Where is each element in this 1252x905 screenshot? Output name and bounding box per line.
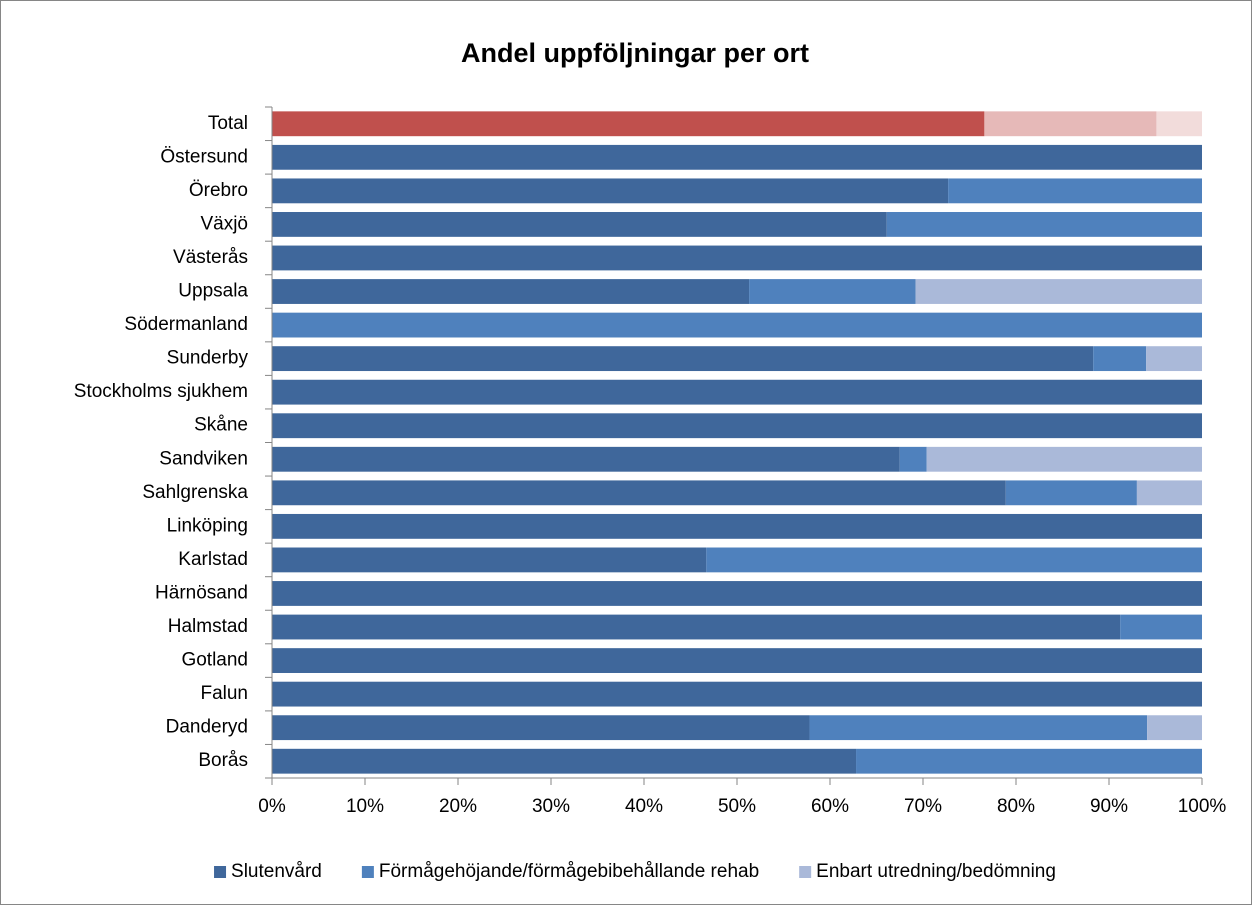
x-tick-label: 20% bbox=[439, 796, 477, 817]
y-tick-label: Karlstad bbox=[178, 549, 248, 570]
y-tick-label: Östersund bbox=[160, 146, 248, 167]
bar-segment bbox=[272, 178, 949, 204]
y-tick-label: Uppsala bbox=[178, 281, 248, 302]
y-tick-label: Västerås bbox=[173, 247, 248, 268]
bar-segment bbox=[272, 413, 1202, 439]
legend-label: Förmågehöjande/förmågebibehållande rehab bbox=[379, 861, 759, 882]
y-tick-label: Södermanland bbox=[124, 314, 248, 335]
bar-segment bbox=[272, 446, 900, 472]
bar-segment bbox=[1147, 715, 1202, 741]
bar-segment bbox=[1093, 346, 1147, 372]
bar-segment bbox=[1146, 346, 1202, 372]
x-tick-label: 80% bbox=[997, 796, 1035, 817]
bar-segment bbox=[948, 178, 1202, 204]
chart-title: Andel uppföljningar per ort bbox=[461, 38, 809, 68]
bar-segment bbox=[272, 648, 1202, 673]
bar-segment bbox=[272, 312, 1202, 338]
bar-segment bbox=[272, 212, 887, 237]
bar-segment bbox=[899, 446, 927, 472]
y-tick-label: Gotland bbox=[181, 650, 248, 671]
bar-segment bbox=[272, 614, 1121, 640]
bar-segment bbox=[706, 547, 1202, 573]
bar-segment bbox=[1156, 111, 1202, 137]
x-tick-label: 30% bbox=[532, 796, 570, 817]
bar-segment bbox=[856, 748, 1202, 774]
bar-segment bbox=[1005, 480, 1137, 506]
bar-segment bbox=[272, 513, 1202, 539]
bar-segment bbox=[984, 111, 1157, 137]
x-tick-label: 10% bbox=[346, 796, 384, 817]
y-tick-label: Falun bbox=[200, 683, 248, 704]
y-tick-label: Total bbox=[208, 113, 248, 134]
bar-segment bbox=[915, 279, 1202, 304]
bar-segment bbox=[272, 279, 750, 304]
y-tick-label: Sandviken bbox=[159, 448, 248, 469]
x-tick-label: 60% bbox=[811, 796, 849, 817]
bar-segment bbox=[272, 144, 1202, 170]
y-tick-label: Sahlgrenska bbox=[142, 482, 248, 503]
y-tick-label: Halmstad bbox=[168, 616, 248, 637]
x-tick-label: 0% bbox=[258, 796, 286, 817]
y-tick-label: Härnösand bbox=[155, 582, 248, 603]
bar-segment bbox=[272, 748, 857, 774]
y-tick-label: Stockholms sjukhem bbox=[74, 381, 248, 402]
x-tick-label: 70% bbox=[904, 796, 942, 817]
bar-segment bbox=[272, 480, 1006, 506]
y-tick-label: Danderyd bbox=[166, 717, 248, 738]
bar-segment bbox=[926, 446, 1202, 472]
legend-label: Slutenvård bbox=[231, 861, 322, 882]
bar-segment bbox=[886, 212, 1202, 237]
bar-segment bbox=[272, 346, 1094, 372]
legend-label: Enbart utredning/bedömning bbox=[816, 861, 1056, 882]
bar-segment bbox=[1120, 614, 1202, 640]
y-tick-label: Sunderby bbox=[167, 348, 249, 369]
bar-segment bbox=[272, 681, 1202, 707]
bar-segment bbox=[272, 581, 1202, 606]
y-tick-label: Skåne bbox=[194, 415, 248, 436]
legend-swatch bbox=[361, 866, 374, 878]
bar-segment bbox=[1136, 480, 1202, 506]
x-tick-label: 40% bbox=[625, 796, 663, 817]
y-tick-label: Örebro bbox=[189, 180, 248, 201]
x-tick-label: 50% bbox=[718, 796, 756, 817]
y-tick-label: Borås bbox=[198, 750, 248, 771]
bar-segment bbox=[272, 245, 1202, 271]
y-tick-label: Linköping bbox=[167, 515, 248, 536]
bar-segment bbox=[272, 379, 1202, 405]
legend-swatch bbox=[799, 866, 812, 878]
x-tick-label: 100% bbox=[1178, 796, 1227, 817]
legend-swatch bbox=[214, 866, 227, 878]
bar-segment bbox=[749, 279, 916, 304]
bar-segment bbox=[272, 715, 810, 741]
bar-segment bbox=[272, 111, 985, 137]
bar-segment bbox=[272, 547, 707, 573]
y-tick-label: Växjö bbox=[200, 213, 248, 234]
x-tick-label: 90% bbox=[1090, 796, 1128, 817]
bar-segment bbox=[809, 715, 1148, 741]
